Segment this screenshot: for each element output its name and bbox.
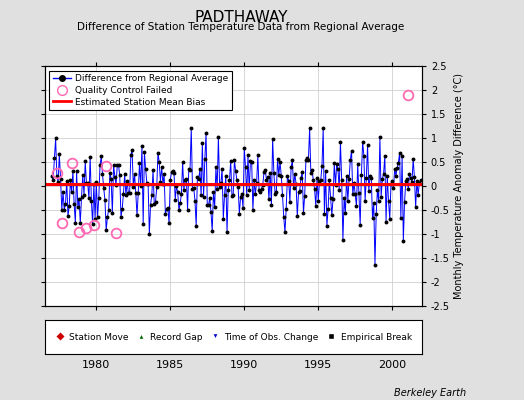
Text: 1990: 1990 (230, 360, 258, 370)
Text: 1985: 1985 (156, 360, 184, 370)
Text: Difference of Station Temperature Data from Regional Average: Difference of Station Temperature Data f… (78, 22, 405, 32)
Text: 1980: 1980 (82, 360, 111, 370)
Y-axis label: Monthly Temperature Anomaly Difference (°C): Monthly Temperature Anomaly Difference (… (454, 73, 464, 299)
Text: 1995: 1995 (304, 360, 332, 370)
Text: Berkeley Earth: Berkeley Earth (394, 388, 466, 398)
Text: 2000: 2000 (378, 360, 406, 370)
Text: PADTHAWAY: PADTHAWAY (194, 10, 288, 25)
Legend: Station Move, Record Gap, Time of Obs. Change, Empirical Break: Station Move, Record Gap, Time of Obs. C… (51, 329, 415, 345)
Legend: Difference from Regional Average, Quality Control Failed, Estimated Station Mean: Difference from Regional Average, Qualit… (49, 70, 232, 110)
